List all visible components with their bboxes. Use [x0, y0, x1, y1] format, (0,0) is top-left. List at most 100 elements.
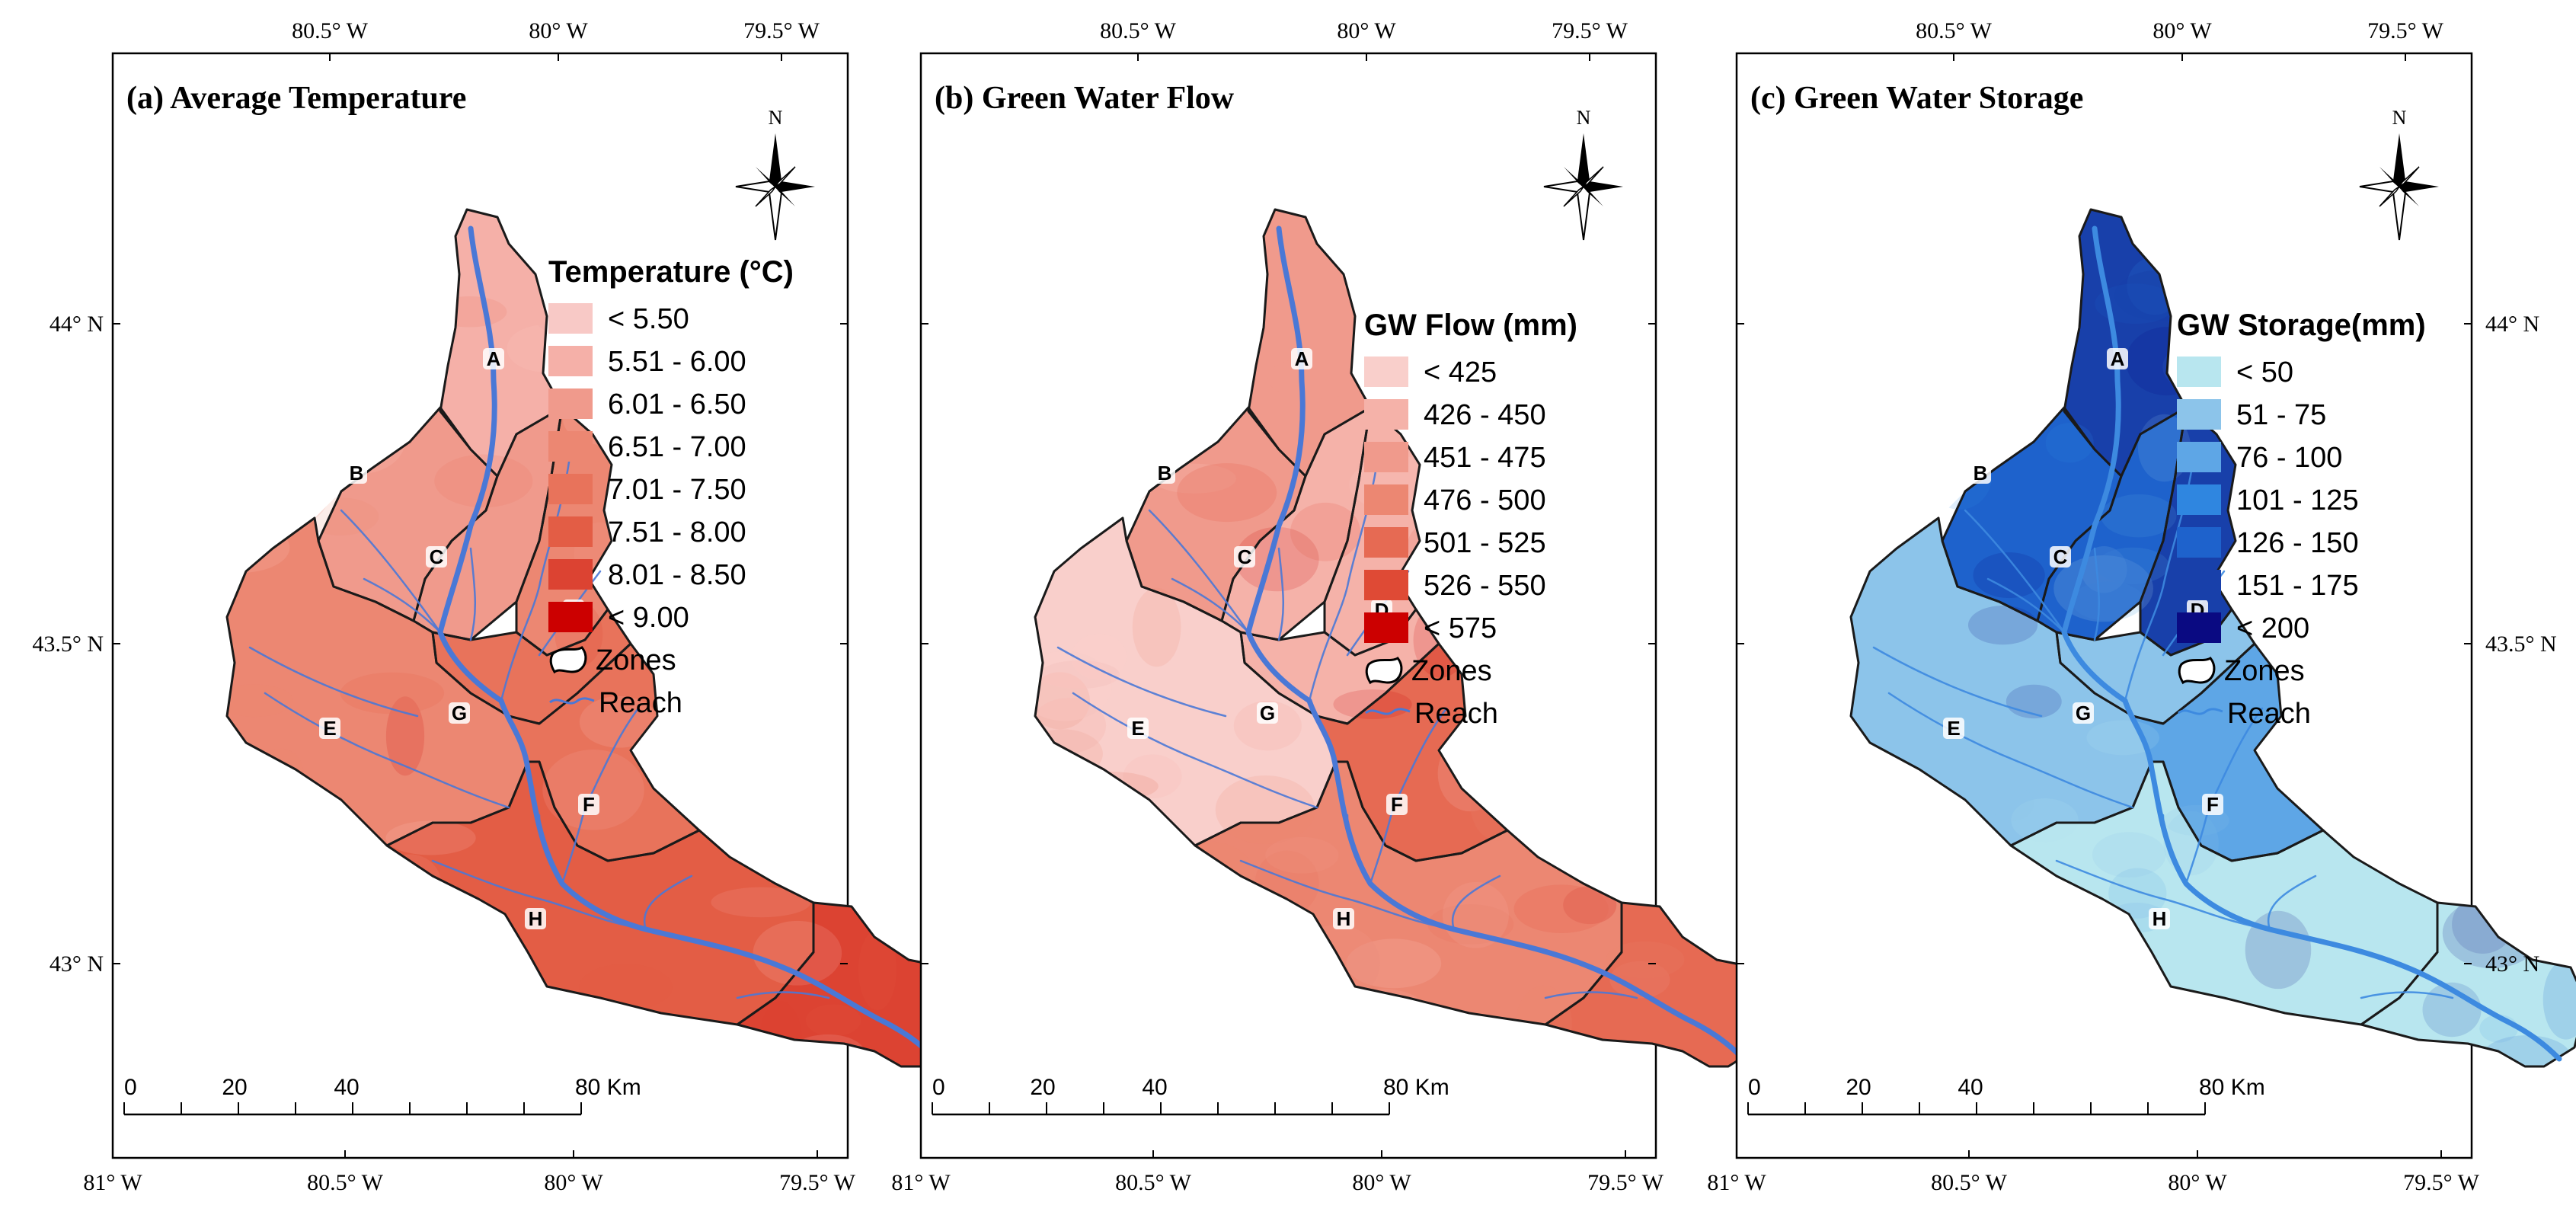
legend-swatch [1364, 527, 1408, 558]
legend-item: 426 - 450 [1364, 399, 1546, 431]
zone-label-e: E [319, 717, 340, 740]
legend-swatch [2177, 570, 2221, 600]
legend-item-zones: Zones [549, 644, 676, 676]
reach-symbol-icon [2178, 708, 2223, 715]
svg-text:E: E [1131, 717, 1144, 740]
legend-label: < 9.00 [608, 602, 689, 634]
zone-f [2133, 644, 2323, 861]
scale-label: 40 [334, 1075, 359, 1100]
svg-text:A: A [2111, 347, 2125, 370]
legend-item: 501 - 525 [1364, 527, 1546, 559]
lon-label-bottom: 81° W [1707, 1170, 1766, 1195]
legend: GW Storage(mm) < 50 51 - 75 76 - 100 101 - 1… [2177, 309, 2426, 730]
lon-label-bottom: 79.5° W [1587, 1170, 1664, 1195]
legend-item: 76 - 100 [2177, 442, 2342, 474]
zone-label-h: H [2149, 907, 2170, 930]
zone-a [2064, 209, 2186, 476]
lon-label-bottom: 81° W [891, 1170, 951, 1195]
legend-item: 51 - 75 [2177, 399, 2326, 431]
legend-item: 526 - 550 [1364, 570, 1546, 602]
lon-label-top: 79.5° W [743, 18, 820, 43]
zone-e [1035, 518, 1336, 846]
legend-swatch [2177, 484, 2221, 515]
svg-text:C: C [1238, 545, 1252, 568]
legend-swatch [548, 303, 593, 334]
zone-label-f: F [578, 793, 599, 816]
legend-item: < 50 [2177, 357, 2293, 388]
lon-label-bottom: 80.5° W [1931, 1170, 2007, 1195]
svg-text:Reach: Reach [2227, 698, 2311, 730]
lon-label-bottom: 79.5° W [2403, 1170, 2479, 1195]
scale-bar: 0 20 40 80 Km [123, 1075, 641, 1116]
svg-text:B: B [1158, 462, 1172, 484]
legend-label: 51 - 75 [2236, 399, 2326, 431]
legend-swatch [1364, 357, 1408, 387]
svg-text:B: B [1974, 462, 1988, 484]
zone-boundary [736, 901, 964, 1068]
zone-label-b: B [346, 462, 367, 484]
legend-label: 126 - 150 [2236, 527, 2359, 559]
legend-item: < 575 [1364, 612, 1497, 644]
svg-text:N: N [1577, 107, 1591, 129]
legend-item: 151 - 175 [2177, 570, 2359, 602]
legend-item-zones: Zones [1365, 655, 1492, 687]
lat-label-right: 43.5° N [2485, 631, 2557, 657]
svg-text:G: G [452, 702, 467, 724]
svg-text:N: N [2392, 107, 2407, 129]
zone-h [1195, 762, 1622, 1025]
lat-label-right: 43° N [2485, 951, 2539, 977]
svg-text:N: N [769, 107, 783, 129]
legend-item: 101 - 125 [2177, 484, 2359, 516]
north-arrow-icon: N [735, 107, 815, 241]
legend-label: 7.01 - 7.50 [608, 474, 746, 506]
legend-label: < 50 [2236, 357, 2293, 388]
lon-label-top: 80° W [529, 18, 588, 43]
zone-label-g: G [2073, 702, 2094, 724]
legend-swatch [2177, 357, 2221, 387]
legend-item: 8.01 - 8.50 [548, 559, 746, 591]
legend-item: < 9.00 [548, 602, 689, 634]
legend-item: 7.51 - 8.00 [548, 516, 746, 548]
lat-label-left: 43° N [50, 951, 104, 977]
panel-title: (a) Average Temperature [126, 81, 466, 116]
legend-swatch [548, 431, 593, 462]
legend-item: 5.51 - 6.00 [548, 346, 746, 378]
legend-item-zones: Zones [2178, 655, 2305, 687]
zones-symbol-icon [1365, 657, 1403, 685]
lon-label-bottom: 80° W [2168, 1170, 2227, 1195]
lon-label-top: 80° W [2153, 18, 2212, 43]
legend-label: 101 - 125 [2236, 484, 2359, 516]
svg-text:Reach: Reach [1414, 698, 1498, 730]
legend-item: 7.01 - 7.50 [548, 474, 746, 506]
legend-swatch [548, 559, 593, 590]
zone-b [1127, 408, 1306, 621]
legend-item-reach: Reach [1365, 698, 1498, 730]
zone-label-e: E [1127, 717, 1149, 740]
zones-symbol-icon [549, 646, 587, 674]
zone-label-e: E [1943, 717, 1964, 740]
legend-swatch [548, 346, 593, 376]
lon-label-top: 79.5° W [1552, 18, 1628, 43]
legend-item: 6.51 - 7.00 [548, 431, 746, 463]
zone-label-c: C [1234, 545, 1255, 568]
scale-label: 0 [932, 1075, 945, 1100]
legend-swatch [2177, 399, 2221, 430]
svg-text:C: C [2053, 545, 2068, 568]
zone-h [387, 762, 813, 1025]
scale-bar: 0 20 40 80 Km [932, 1075, 1449, 1116]
scale-label: 20 [222, 1075, 247, 1100]
lon-label-top: 79.5° W [2367, 18, 2443, 43]
svg-text:H: H [1337, 907, 1351, 930]
zone-boundary [1544, 901, 1772, 1068]
legend: Temperature (°C) < 5.50 5.51 - 6.00 6.01 - … [548, 255, 794, 719]
legend-swatch [548, 602, 593, 632]
zone-c [414, 408, 562, 640]
legend-label: 76 - 100 [2236, 442, 2342, 474]
svg-text:F: F [1391, 793, 1403, 816]
zone-label-b: B [1970, 462, 1991, 484]
legend-swatch [548, 474, 593, 504]
zone-label-b: B [1154, 462, 1175, 484]
legend-swatch [2177, 612, 2221, 643]
legend-swatch [1364, 399, 1408, 430]
